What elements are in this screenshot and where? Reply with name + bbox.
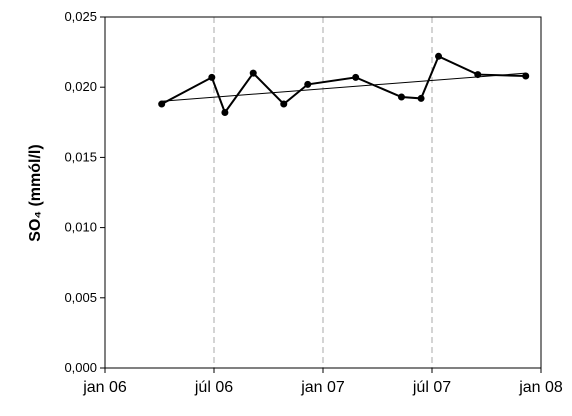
data-point (522, 72, 530, 80)
data-point (221, 108, 229, 116)
data-point (352, 73, 360, 81)
y-tick-label: 0,010 (64, 220, 97, 235)
trendline (161, 72, 526, 102)
data-point (304, 80, 312, 88)
x-tick-label: júl 06 (194, 379, 233, 396)
data-point (280, 100, 288, 108)
data-point (208, 73, 216, 81)
x-tick-label: jan 06 (82, 379, 127, 396)
data-line (161, 54, 526, 115)
data-point (397, 93, 405, 101)
x-tick-label: jan 08 (518, 379, 563, 396)
y-tick-label: 0,005 (64, 290, 97, 305)
x-tick-label: júl 07 (412, 379, 451, 396)
data-point (417, 94, 425, 102)
data-point (435, 52, 443, 60)
data-point (158, 100, 166, 108)
y-tick-label: 0,000 (64, 360, 97, 375)
y-tick-label: 0,025 (64, 9, 97, 24)
data-point (249, 69, 257, 77)
y-tick-label: 0,015 (64, 149, 97, 164)
data-point (474, 71, 482, 79)
plot-frame (104, 16, 542, 369)
y-axis-label: SO₄ (mmól/l) (27, 144, 44, 241)
x-tick-label: jan 07 (300, 379, 345, 396)
y-tick-label: 0,020 (64, 79, 97, 94)
